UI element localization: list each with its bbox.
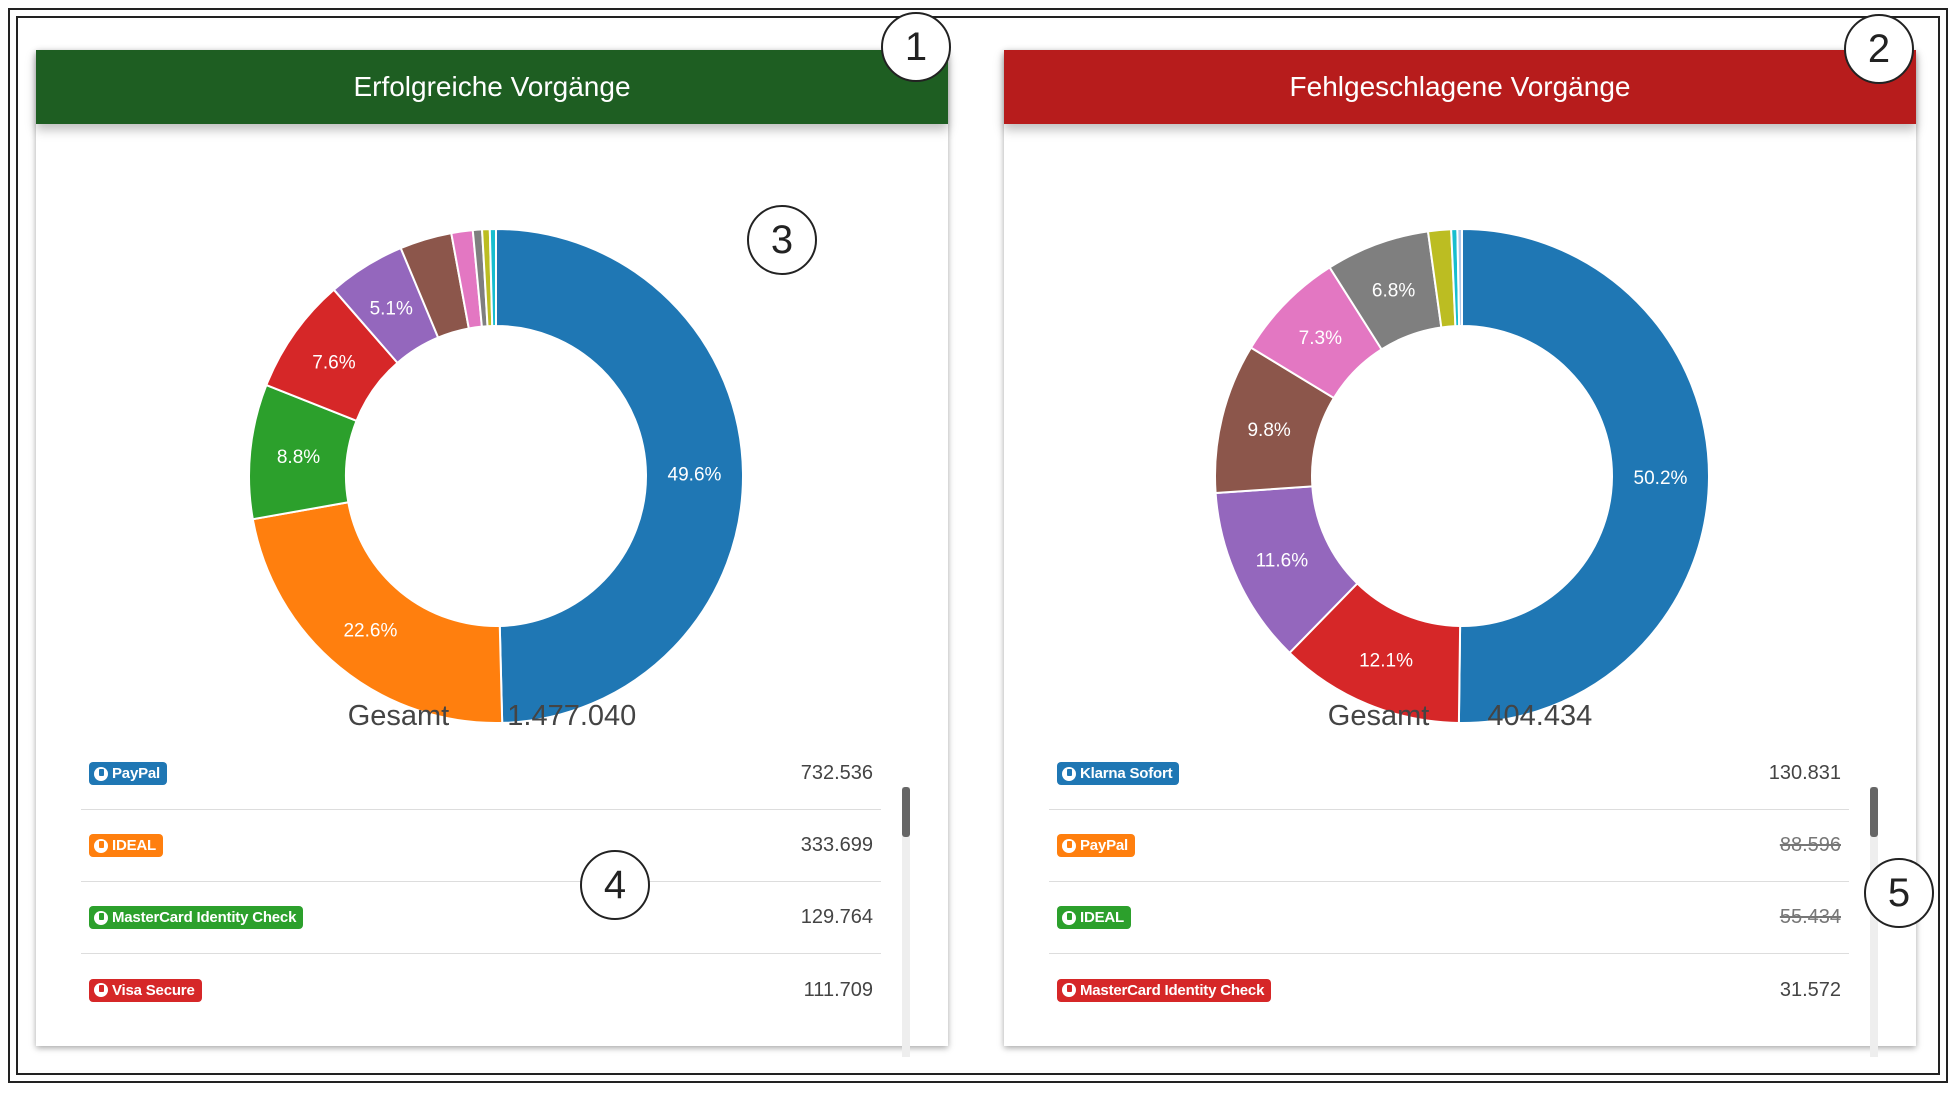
donut-slice[interactable] <box>251 501 504 724</box>
success-total-label: Gesamt <box>347 700 450 732</box>
slice-label: 7.3% <box>1299 328 1342 349</box>
slice-label: 8.8% <box>277 447 320 468</box>
success-panel-title: Erfolgreiche Vorgänge <box>36 50 948 124</box>
list-item[interactable]: Visa Secure 111.709 <box>81 954 881 1022</box>
payment-count: 31.572 <box>1779 978 1841 1001</box>
payment-method-label: MasterCard Identity Check <box>1080 981 1265 999</box>
callout-4: 4 <box>580 850 650 920</box>
success-panel: Erfolgreiche Vorgänge 49.6% 22.6% 8.8% 7.6%… <box>36 50 948 1057</box>
list-item[interactable]: Klarna Sofort 130.831 <box>1049 738 1849 810</box>
slice-label: 22.6% <box>343 621 397 642</box>
donut-slice[interactable] <box>488 227 497 328</box>
payment-method-badge: Visa Secure <box>89 978 202 1002</box>
payment-count: 111.709 <box>803 978 873 1001</box>
slice-label: 9.8% <box>1247 420 1290 441</box>
donut-slice[interactable] <box>1457 227 1711 724</box>
payment-icon <box>1062 983 1076 997</box>
success-donut-svg: 49.6% 22.6% 8.8% 7.6% 5.1% <box>248 227 744 724</box>
failed-donut-chart: 50.2% 12.1% 11.6% 9.8% 7.3% 6.8% <box>1004 124 1916 754</box>
slice-label: 7.6% <box>312 352 355 373</box>
list-item[interactable]: PayPal 88.596 <box>1049 810 1849 882</box>
failed-panel-title: Fehlgeschlagene Vorgänge <box>1004 50 1916 124</box>
payment-method-label: Klarna Sofort <box>1080 765 1173 782</box>
success-scroll-thumb[interactable] <box>902 787 910 837</box>
payment-method-label: PayPal <box>1080 837 1129 854</box>
list-item[interactable]: MasterCard Identity Check 129.764 <box>81 882 881 954</box>
payment-icon <box>94 766 108 781</box>
payment-method-label: MasterCard Identity Check <box>112 909 297 926</box>
payment-count: 333.699 <box>800 834 873 856</box>
callout-1: 1 <box>881 12 951 82</box>
success-list[interactable]: PayPal 732.536 IDEAL 333.699 MasterCard Iden… <box>81 738 881 1022</box>
list-item[interactable]: IDEAL 333.699 <box>81 810 881 882</box>
payment-method-label: PayPal <box>112 765 161 782</box>
payment-count: 88.596 <box>1779 834 1841 856</box>
slice-label: 5.1% <box>370 298 413 319</box>
donut-slice[interactable] <box>1456 227 1463 328</box>
payment-icon <box>1062 838 1076 853</box>
failed-panel: Fehlgeschlagene Vorgänge 50.2% 12.1% 11.6%… <box>1004 50 1916 1057</box>
payment-count: 130.831 <box>1768 762 1841 784</box>
failed-total: Gesamt 404.434 <box>1004 700 1916 733</box>
payment-method-badge: IDEAL <box>1057 906 1132 929</box>
payment-icon <box>1062 766 1076 781</box>
payment-method-badge: MasterCard Identity Check <box>89 906 304 929</box>
callout-5: 5 <box>1864 858 1934 928</box>
payment-method-badge: PayPal <box>89 762 168 785</box>
list-item[interactable]: PayPal 732.536 <box>81 738 881 810</box>
payment-count: 129.764 <box>800 906 873 928</box>
callout-3: 3 <box>747 205 817 275</box>
inner-frame <box>16 16 1940 1075</box>
success-scrollbar[interactable] <box>902 787 910 1057</box>
payment-icon <box>94 910 108 925</box>
payment-method-badge: MasterCard Identity Check <box>1057 978 1272 1002</box>
slice-label: 11.6% <box>1256 550 1309 571</box>
payment-method-label: IDEAL <box>112 837 157 854</box>
payment-count: 732.536 <box>800 762 873 784</box>
payment-count: 55.434 <box>1779 906 1841 928</box>
failed-total-value: 404.434 <box>1487 700 1593 732</box>
success-total-value: 1.477.040 <box>507 700 637 732</box>
outer-frame <box>8 8 1948 1083</box>
list-item[interactable]: IDEAL 55.434 <box>1049 882 1849 954</box>
failed-scroll-thumb[interactable] <box>1870 787 1878 837</box>
list-item[interactable]: MasterCard Identity Check 31.572 <box>1049 954 1849 1022</box>
callout-2: 2 <box>1844 14 1914 84</box>
success-donut-chart: 49.6% 22.6% 8.8% 7.6% 5.1% <box>36 124 948 754</box>
failed-total-label: Gesamt <box>1327 700 1430 732</box>
slice-label: 50.2% <box>1634 468 1688 489</box>
slice-label: 6.8% <box>1372 281 1415 302</box>
payment-method-badge: PayPal <box>1057 834 1136 857</box>
payment-icon <box>1062 910 1076 925</box>
success-total: Gesamt 1.477.040 <box>36 700 948 733</box>
payment-method-label: Visa Secure <box>112 981 195 999</box>
failed-list[interactable]: Klarna Sofort 130.831 PayPal 88.596 IDEAL 55.… <box>1049 738 1849 1022</box>
payment-icon <box>94 983 108 997</box>
payment-method-label: IDEAL <box>1080 909 1125 926</box>
failed-donut-svg: 50.2% 12.1% 11.6% 9.8% 7.3% 6.8% <box>1214 227 1711 724</box>
slice-label: 12.1% <box>1359 650 1413 671</box>
donut-slice[interactable] <box>495 227 744 724</box>
payment-method-badge: Klarna Sofort <box>1057 762 1180 785</box>
payment-method-badge: IDEAL <box>89 834 164 857</box>
slice-label: 49.6% <box>668 465 722 486</box>
failed-scrollbar[interactable] <box>1870 787 1878 1057</box>
payment-icon <box>94 838 108 853</box>
